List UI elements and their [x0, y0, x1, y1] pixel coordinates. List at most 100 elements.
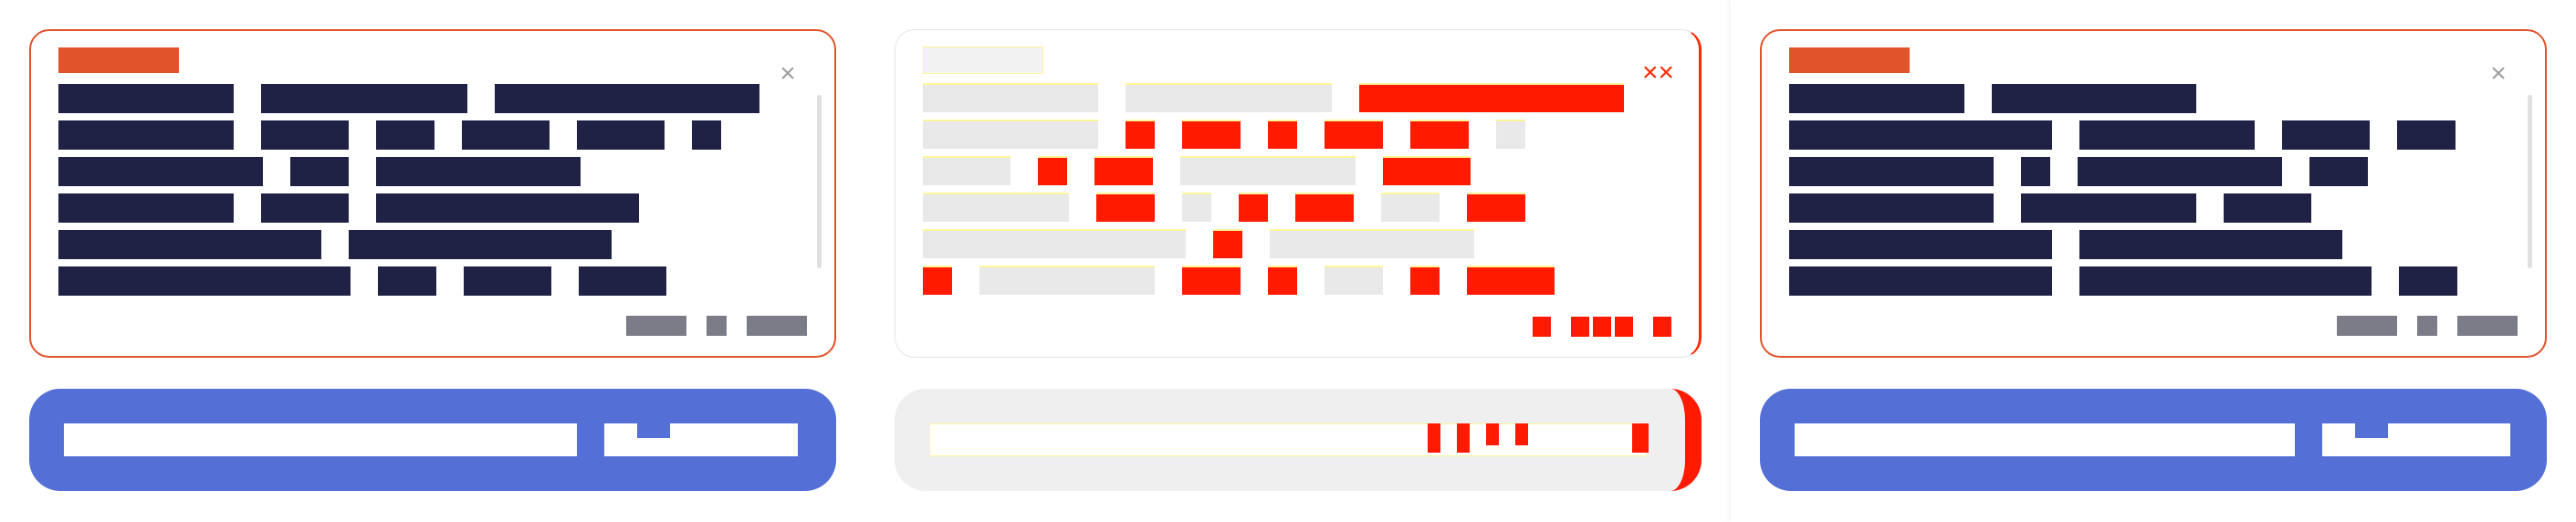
message-word	[1268, 266, 1297, 295]
message-word	[2021, 157, 2050, 186]
message-word	[1094, 156, 1153, 185]
message-line	[923, 229, 1659, 258]
message-word	[1789, 193, 1994, 223]
close-icon[interactable]: ××	[1642, 57, 1675, 88]
message-line	[923, 156, 1659, 185]
footer-text	[1593, 317, 1611, 337]
scrollbar[interactable]	[817, 95, 822, 268]
message-word	[692, 120, 721, 150]
message-word	[495, 84, 759, 113]
footer-text	[1571, 317, 1589, 337]
message-word	[923, 120, 1098, 149]
message-word	[376, 193, 639, 223]
message-word	[1182, 193, 1211, 222]
message-word	[2224, 193, 2311, 223]
message-body	[1789, 84, 2505, 332]
message-word	[1325, 120, 1383, 149]
message-word	[923, 83, 1098, 112]
message-word	[1992, 84, 2196, 113]
sender-badge	[58, 47, 179, 73]
message-footer	[606, 316, 807, 336]
message-card: ×	[29, 29, 836, 358]
message-word	[1270, 229, 1474, 258]
message-word	[2078, 157, 2282, 186]
message-word	[1467, 193, 1525, 222]
message-word	[464, 266, 551, 296]
chat-widget-right: ×	[1731, 0, 2576, 522]
message-word	[923, 156, 1011, 185]
message-word	[1467, 266, 1555, 295]
close-icon[interactable]: ×	[780, 58, 796, 89]
message-word	[376, 157, 581, 186]
message-word	[1789, 84, 1964, 113]
message-word	[1789, 157, 1994, 186]
highlight-mark	[1632, 423, 1649, 453]
message-input[interactable]	[929, 423, 1647, 456]
footer-text	[707, 316, 727, 336]
message-word	[923, 193, 1069, 222]
message-word	[2397, 120, 2456, 150]
close-icon[interactable]: ×	[2490, 58, 2507, 89]
footer-text	[626, 316, 686, 336]
message-line	[1789, 157, 2505, 186]
scrollbar[interactable]	[2528, 95, 2532, 268]
highlight-mark	[1457, 423, 1470, 453]
message-word	[1096, 193, 1155, 222]
message-word	[261, 193, 349, 223]
message-line	[923, 266, 1659, 295]
message-word	[1038, 156, 1067, 185]
message-word	[1789, 266, 2052, 296]
message-footer	[1513, 317, 1671, 337]
message-line	[923, 120, 1659, 149]
footer-text	[747, 316, 807, 336]
chat-widget-left: ×	[0, 0, 865, 522]
message-card: ××	[895, 29, 1702, 358]
message-body	[923, 83, 1659, 331]
send-button[interactable]	[604, 423, 798, 456]
message-word	[261, 120, 349, 150]
footer-text	[1615, 317, 1633, 337]
message-input[interactable]	[64, 423, 577, 456]
message-word	[58, 266, 351, 296]
send-button[interactable]	[2322, 423, 2510, 456]
message-word	[290, 157, 349, 186]
message-line	[923, 193, 1659, 222]
message-word	[1410, 266, 1440, 295]
highlight-mark	[1486, 423, 1499, 445]
send-icon	[2355, 423, 2388, 438]
message-line	[1789, 84, 2505, 113]
message-line	[58, 120, 794, 150]
composer-bar	[29, 389, 836, 491]
message-word	[1496, 120, 1525, 149]
message-word	[923, 229, 1186, 258]
message-line	[58, 157, 794, 186]
message-word	[2309, 157, 2368, 186]
message-word	[349, 230, 612, 259]
message-input[interactable]	[1795, 423, 2295, 456]
message-line	[58, 193, 794, 223]
highlight-mark	[1428, 423, 1440, 453]
message-word	[1182, 120, 1241, 149]
message-word	[577, 120, 665, 150]
message-line	[58, 230, 794, 259]
message-word	[462, 120, 550, 150]
message-word	[979, 266, 1155, 295]
message-word	[1126, 83, 1332, 112]
message-word	[1789, 230, 2052, 259]
message-line	[58, 84, 794, 113]
message-word	[1180, 156, 1356, 185]
message-word	[58, 120, 234, 150]
message-word	[378, 266, 436, 296]
message-line	[1789, 120, 2505, 150]
message-word	[2079, 230, 2342, 259]
message-word	[58, 84, 234, 113]
message-word	[579, 266, 666, 296]
message-line	[58, 266, 794, 296]
message-word	[58, 157, 263, 186]
message-word	[376, 120, 435, 150]
highlight-mark	[1515, 423, 1528, 445]
message-word	[1325, 266, 1383, 295]
message-line	[923, 83, 1659, 112]
message-word	[1182, 266, 1241, 295]
message-word	[1789, 120, 2052, 150]
